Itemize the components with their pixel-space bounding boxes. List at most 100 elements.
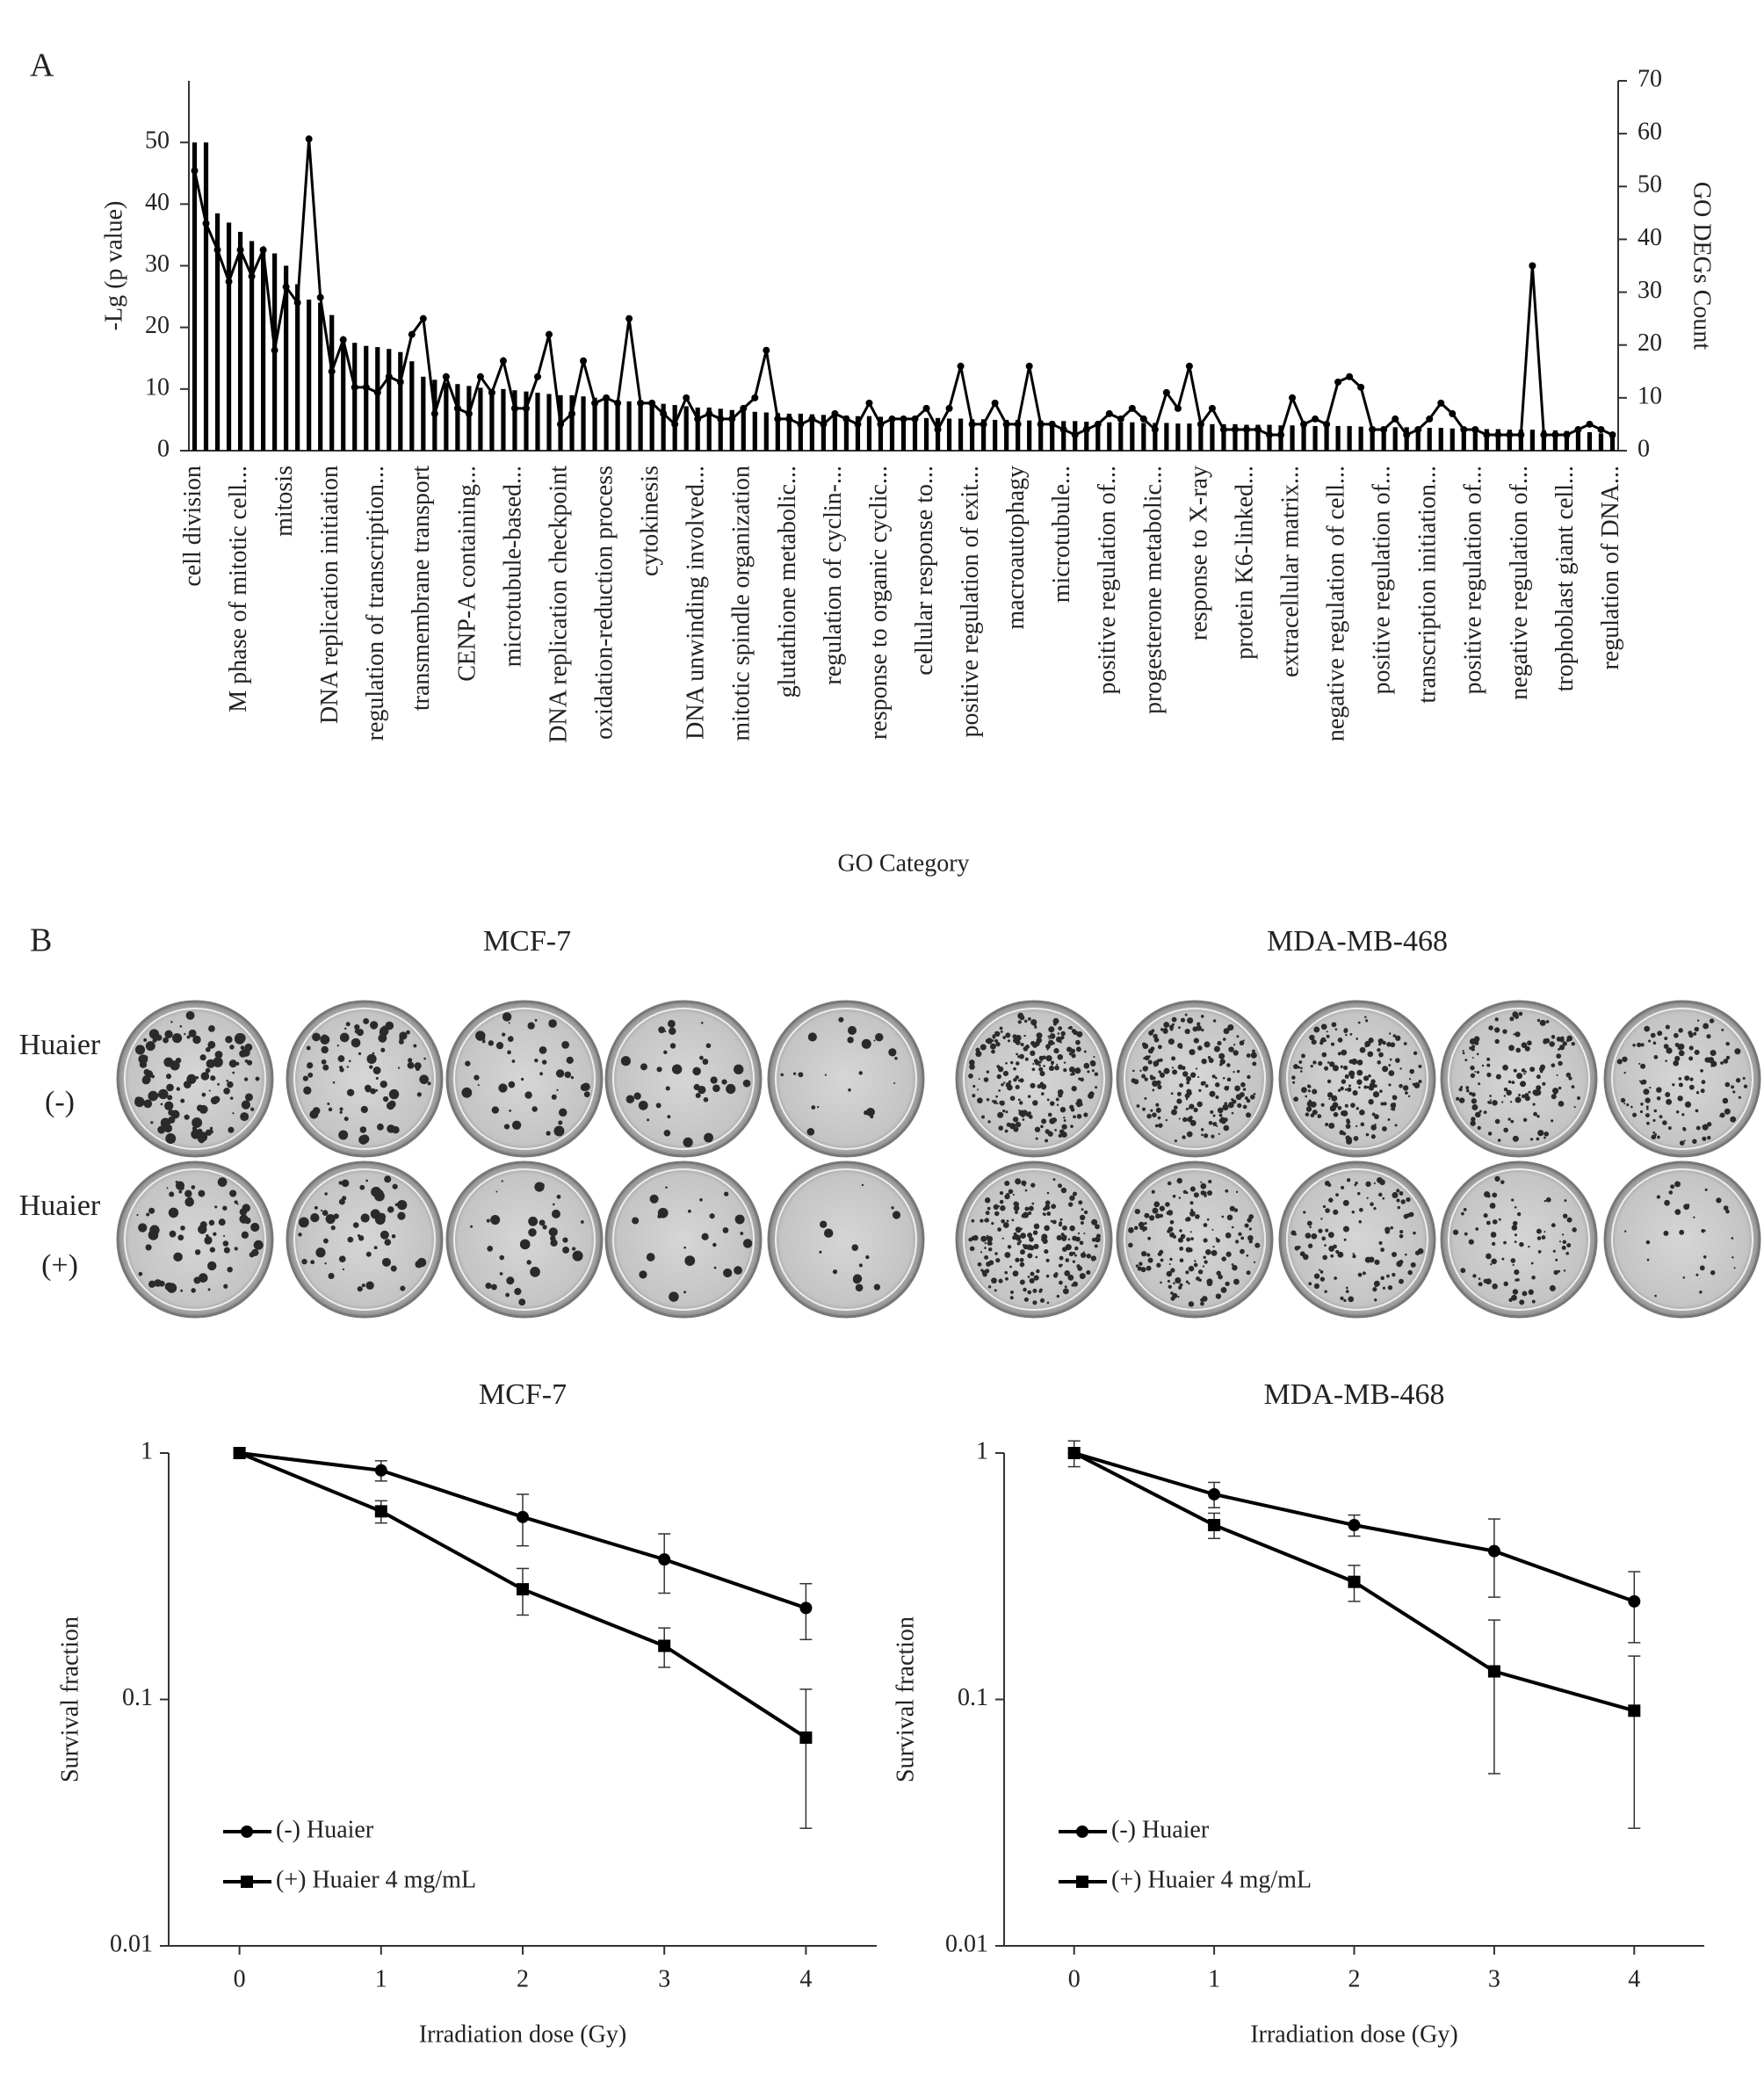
colony	[1487, 1101, 1491, 1104]
line-point	[648, 399, 656, 407]
colony	[486, 1218, 490, 1223]
colony	[1356, 1107, 1359, 1110]
colony	[1045, 1044, 1051, 1050]
colony	[1225, 1251, 1232, 1257]
line-point	[865, 399, 873, 407]
colony	[1074, 1067, 1081, 1074]
colony	[994, 1038, 999, 1043]
colony	[363, 1018, 370, 1024]
colony	[328, 1107, 333, 1112]
colony	[1520, 1081, 1527, 1088]
colony	[1153, 1201, 1160, 1208]
colony	[1489, 1095, 1492, 1097]
colony	[1539, 1069, 1544, 1074]
colony	[1189, 1049, 1196, 1056]
colony	[1168, 1024, 1175, 1030]
bar	[284, 265, 289, 451]
bar	[923, 417, 929, 451]
colony	[1185, 1280, 1189, 1283]
colony	[1057, 1032, 1060, 1035]
colony	[991, 1049, 995, 1054]
colony	[1023, 1019, 1028, 1023]
line-point	[453, 404, 461, 412]
line-point	[1414, 425, 1422, 433]
bar	[501, 388, 506, 451]
colony	[1405, 1091, 1408, 1095]
colony	[1185, 1097, 1189, 1101]
colony	[180, 1289, 184, 1292]
colony	[1402, 1085, 1409, 1091]
colony	[1207, 1190, 1213, 1196]
colony	[1356, 1038, 1359, 1040]
colony	[668, 1019, 676, 1028]
colony	[1549, 1284, 1556, 1291]
colony	[236, 1203, 239, 1205]
colony	[303, 1086, 312, 1095]
colony	[1341, 1185, 1345, 1189]
colony	[539, 1219, 546, 1226]
colony	[351, 1038, 361, 1048]
colony	[1060, 1187, 1067, 1194]
colony	[1382, 1066, 1389, 1073]
colony	[1076, 1113, 1082, 1119]
colony	[213, 1095, 220, 1103]
colony	[1508, 1045, 1515, 1052]
colony	[1529, 1066, 1536, 1073]
colony	[1144, 1077, 1148, 1081]
chart-title: MCF-7	[479, 1378, 567, 1411]
colony	[1237, 1103, 1242, 1108]
colony	[1188, 1301, 1195, 1307]
colony	[1657, 1135, 1660, 1139]
colony	[1244, 1223, 1249, 1228]
colony	[1407, 1269, 1413, 1276]
colony	[364, 1084, 372, 1092]
colony	[375, 1077, 379, 1081]
colony	[1056, 1063, 1059, 1066]
colony	[1362, 1271, 1366, 1276]
colony	[356, 1029, 365, 1037]
line-point	[625, 315, 633, 322]
bar	[752, 411, 757, 451]
line-point	[1117, 415, 1124, 423]
colony	[1486, 1220, 1491, 1225]
colony	[1146, 1253, 1151, 1257]
colony	[338, 1181, 343, 1185]
colony	[1328, 1097, 1331, 1101]
bar	[1290, 425, 1295, 451]
colony	[164, 1030, 173, 1038]
colony	[1204, 1260, 1208, 1264]
x-tick-label: 0	[234, 1965, 246, 1992]
bar	[1529, 430, 1535, 451]
colony	[1045, 1274, 1050, 1278]
colony	[407, 1061, 415, 1069]
colony	[1724, 1108, 1731, 1115]
colony	[1399, 1233, 1404, 1239]
colony	[1684, 1075, 1690, 1081]
colony	[255, 1076, 260, 1081]
colony	[392, 1125, 400, 1134]
colony	[1182, 1135, 1186, 1139]
bar	[1255, 424, 1261, 451]
colony	[321, 1045, 329, 1054]
colony	[1022, 1110, 1028, 1116]
colony	[1561, 1245, 1566, 1250]
colony	[1080, 1220, 1085, 1225]
colony	[553, 1203, 555, 1206]
point	[799, 1601, 813, 1615]
colony	[1524, 1093, 1529, 1098]
bar	[878, 416, 884, 451]
colony	[192, 1035, 201, 1045]
line-point	[1196, 420, 1204, 428]
colony	[328, 1272, 335, 1280]
colony	[1170, 1291, 1174, 1295]
colony	[1009, 1095, 1016, 1102]
bar	[581, 396, 586, 451]
bar	[1164, 423, 1169, 451]
colony	[1350, 1103, 1356, 1108]
colony	[1034, 1025, 1037, 1029]
colony	[656, 1066, 662, 1073]
colony	[1529, 1138, 1534, 1141]
bar	[1404, 427, 1409, 451]
colony	[972, 1084, 976, 1088]
colony	[780, 1073, 784, 1077]
